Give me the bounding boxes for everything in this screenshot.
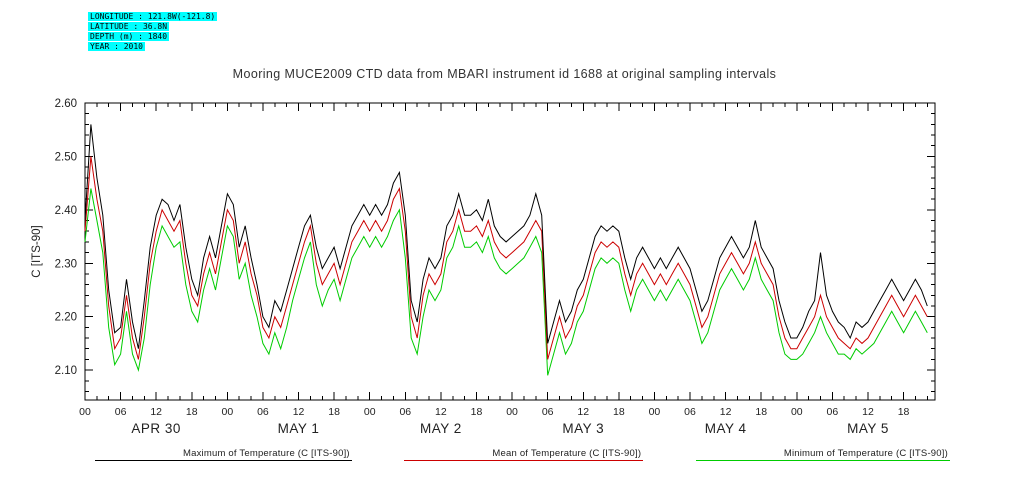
y-axis-label: C [ITS-90]	[31, 225, 43, 277]
x-hour-tick-label: 12	[862, 406, 874, 418]
x-day-label: MAY 2	[420, 421, 462, 436]
x-hour-tick-label: 00	[791, 406, 803, 418]
x-hour-tick-label: 12	[150, 406, 162, 418]
x-hour-tick-label: 18	[328, 406, 340, 418]
station-metadata: LONGITUDE : 121.8W(-121.8) LATITUDE : 36…	[88, 12, 218, 52]
year-label: YEAR : 2010	[88, 42, 145, 51]
x-day-label: MAY 4	[705, 421, 747, 436]
axis-labels: 2.10 2.20 2.30 2.40 2.50 2.60 00 06 12 18 00 06 12 18…	[31, 98, 910, 436]
y-tick-label: 2.60	[55, 98, 77, 110]
y-tick-label: 2.50	[55, 151, 77, 163]
longitude-label: LONGITUDE : 121.8W(-121.8)	[88, 12, 218, 21]
x-hour-tick-label: 00	[364, 406, 376, 418]
depth-label: DEPTH (m) : 1840	[88, 32, 170, 41]
x-hour-tick-label: 00	[79, 406, 91, 418]
x-hour-tick-label: 18	[186, 406, 198, 418]
x-hour-tick-label: 18	[613, 406, 625, 418]
x-hour-tick-label: 12	[720, 406, 732, 418]
x-hour-tick-label: 18	[755, 406, 767, 418]
series-line-2	[84, 188, 928, 376]
x-hour-tick-label: 12	[577, 406, 589, 418]
x-hour-tick-label: 06	[399, 406, 411, 418]
x-hour-tick-label: 00	[222, 406, 234, 418]
y-tick-label: 2.40	[55, 205, 77, 217]
legend-item-mean: Mean of Temperature (C [ITS-90])	[404, 448, 644, 461]
series-line-0	[84, 124, 928, 349]
latitude-label: LATITUDE : 36.8N	[88, 22, 170, 31]
x-hour-tick-label: 00	[506, 406, 518, 418]
x-hour-tick-label: 18	[898, 406, 910, 418]
legend-item-maximum: Maximum of Temperature (C [ITS-90])	[95, 448, 352, 461]
y-tick-label: 2.30	[55, 258, 77, 270]
x-hour-tick-label: 18	[471, 406, 483, 418]
series-line-1	[84, 156, 928, 360]
legend: Maximum of Temperature (C [ITS-90]) Mean…	[95, 448, 950, 461]
plot-frame	[84, 102, 936, 401]
x-day-label: MAY 1	[278, 421, 320, 436]
x-hour-tick-label: 06	[827, 406, 839, 418]
x-day-label: APR 30	[131, 421, 181, 436]
x-hour-tick-label: 06	[542, 406, 554, 418]
x-hour-tick-label: 06	[257, 406, 269, 418]
x-hour-tick-label: 06	[684, 406, 696, 418]
x-hour-tick-label: 12	[435, 406, 447, 418]
chart-title: Mooring MUCE2009 CTD data from MBARI ins…	[232, 67, 777, 81]
axes	[84, 102, 936, 401]
x-hour-tick-label: 00	[649, 406, 661, 418]
y-tick-label: 2.10	[55, 365, 77, 377]
y-tick-label: 2.20	[55, 312, 77, 324]
x-day-label: MAY 5	[847, 421, 889, 436]
x-hour-tick-label: 12	[293, 406, 305, 418]
legend-item-minimum: Minimum of Temperature (C [ITS-90])	[695, 448, 950, 461]
x-day-label: MAY 3	[562, 421, 604, 436]
x-hour-tick-label: 06	[115, 406, 127, 418]
